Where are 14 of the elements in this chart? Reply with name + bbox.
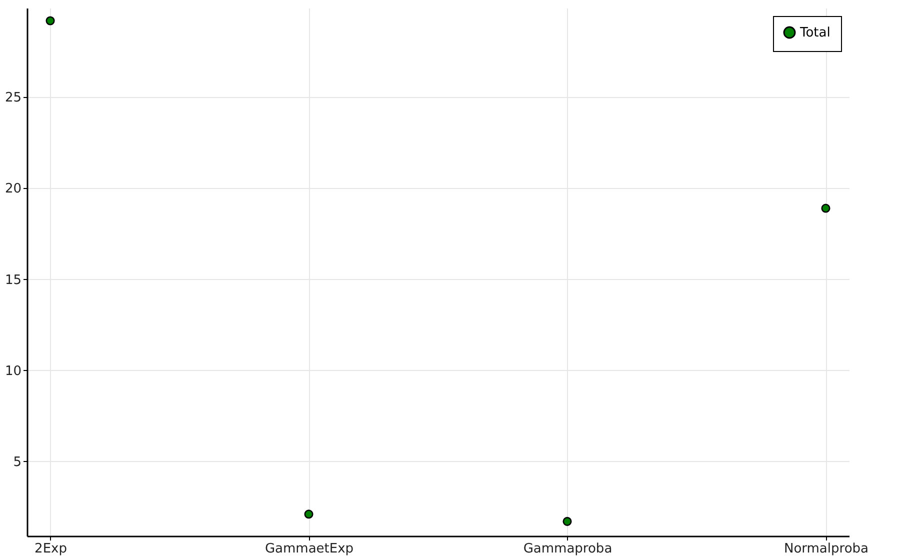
- point: [46, 16, 55, 26]
- x-tick-label: Normalproba: [784, 542, 868, 556]
- y-tick-label: 20: [4, 182, 22, 197]
- point: [821, 204, 830, 213]
- y-tick-label: 15: [4, 272, 22, 288]
- x-tick-label: Gammaproba: [523, 542, 612, 556]
- y-tick-label: 10: [4, 364, 22, 379]
- point: [304, 510, 314, 519]
- point: [562, 516, 572, 526]
- y-tick-label: 5: [13, 454, 22, 470]
- y-tick-label: 25: [4, 90, 22, 106]
- x-tick-label: 2Exp: [34, 542, 67, 556]
- x-tick-label: GammaetExp: [264, 542, 354, 556]
- legend-label: Total: [799, 26, 830, 40]
